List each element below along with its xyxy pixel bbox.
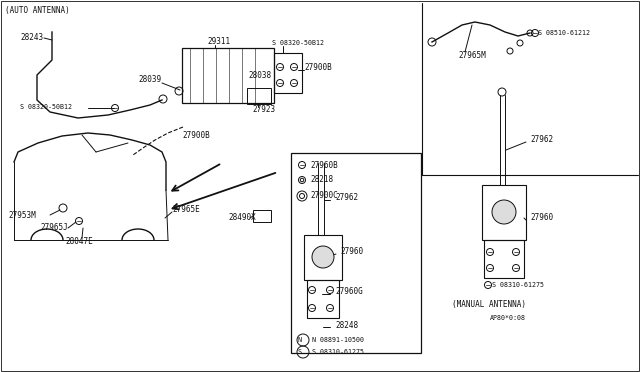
Text: S 08310-61275: S 08310-61275 <box>312 349 364 355</box>
Text: N: N <box>298 337 302 343</box>
Text: 28218: 28218 <box>310 176 333 185</box>
Text: S 08320-50B12: S 08320-50B12 <box>272 40 324 46</box>
Text: 27965E: 27965E <box>172 205 200 215</box>
Text: S: S <box>298 349 302 355</box>
Text: 28248: 28248 <box>335 321 358 330</box>
Text: 27923: 27923 <box>252 106 275 115</box>
Text: (AUTO ANTENNA): (AUTO ANTENNA) <box>5 6 70 15</box>
Text: S 08510-61212: S 08510-61212 <box>538 30 590 36</box>
Text: 28039: 28039 <box>138 76 161 84</box>
Circle shape <box>492 200 516 224</box>
Text: 27965M: 27965M <box>458 51 486 60</box>
Text: 27960: 27960 <box>340 247 363 257</box>
Text: 27960G: 27960G <box>335 288 363 296</box>
Bar <box>482 185 526 240</box>
Text: 27953M: 27953M <box>8 211 36 219</box>
Bar <box>247 88 271 104</box>
Text: 27962: 27962 <box>530 135 553 144</box>
Text: 28243: 28243 <box>20 33 43 42</box>
Text: 29311: 29311 <box>207 38 230 46</box>
Text: 27900B: 27900B <box>304 64 332 73</box>
Text: 28038: 28038 <box>248 71 271 80</box>
Bar <box>304 235 342 280</box>
Text: AP80*0:08: AP80*0:08 <box>490 315 526 321</box>
Bar <box>307 280 339 318</box>
Text: 27960B: 27960B <box>310 160 338 170</box>
Text: N 08891-10500: N 08891-10500 <box>312 337 364 343</box>
Text: 27960: 27960 <box>530 214 553 222</box>
Text: 28490X: 28490X <box>228 214 256 222</box>
Text: S 08310-61275: S 08310-61275 <box>492 282 544 288</box>
Circle shape <box>312 246 334 268</box>
Text: 27900C: 27900C <box>310 192 338 201</box>
Text: 27900B: 27900B <box>182 131 210 140</box>
Bar <box>484 240 524 278</box>
Bar <box>253 210 271 222</box>
Text: 28047E: 28047E <box>65 237 93 247</box>
Bar <box>182 48 274 103</box>
Text: 27965J: 27965J <box>40 224 68 232</box>
Bar <box>274 53 302 93</box>
Text: S 08320-50B12: S 08320-50B12 <box>20 104 72 110</box>
Bar <box>291 153 421 353</box>
Text: (MANUAL ANTENNA): (MANUAL ANTENNA) <box>452 301 526 310</box>
Text: 27962: 27962 <box>335 193 358 202</box>
